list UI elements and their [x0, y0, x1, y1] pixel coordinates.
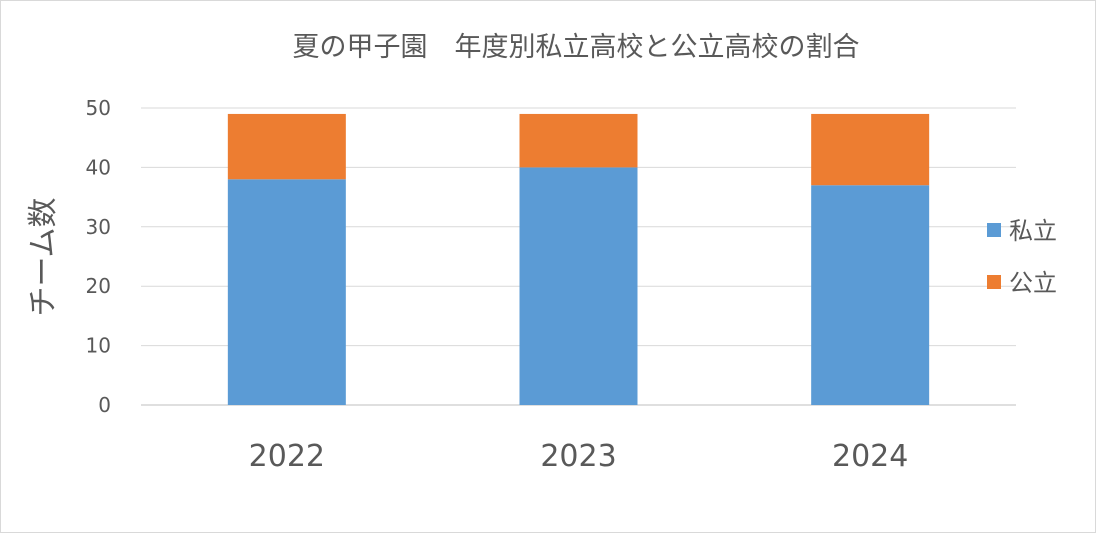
y-axis-ticks: 0 10 20 30 40 50 [86, 96, 111, 417]
y-tick-label: 20 [86, 274, 111, 298]
legend-label: 公立 [1009, 269, 1057, 297]
y-tick-label: 40 [86, 155, 111, 179]
bars [227, 113, 930, 405]
x-axis-ticks: 2022 2023 2024 [249, 439, 909, 474]
legend-swatch [987, 275, 1001, 289]
y-tick-label: 30 [86, 215, 111, 239]
chart-title: 夏の甲子園 年度別私立高校と公立高校の割合 [293, 32, 860, 63]
y-tick-label: 0 [98, 393, 111, 417]
y-tick-label: 10 [86, 334, 111, 358]
legend-label: 私立 [1009, 217, 1057, 245]
legend-swatch [987, 223, 1001, 237]
bar-2024-series-1 [811, 113, 930, 186]
bar-2023-series-1 [519, 113, 638, 168]
bar-2024-series-0 [811, 185, 930, 405]
y-tick-label: 50 [86, 96, 111, 120]
x-tick-label: 2022 [249, 439, 325, 474]
bar-2022-series-0 [227, 179, 346, 405]
bar-2023-series-0 [519, 167, 638, 405]
bar-2022-series-1 [227, 113, 346, 180]
y-axis-label: チーム数 [26, 197, 61, 316]
x-tick-label: 2023 [540, 439, 616, 474]
x-tick-label: 2024 [832, 439, 908, 474]
